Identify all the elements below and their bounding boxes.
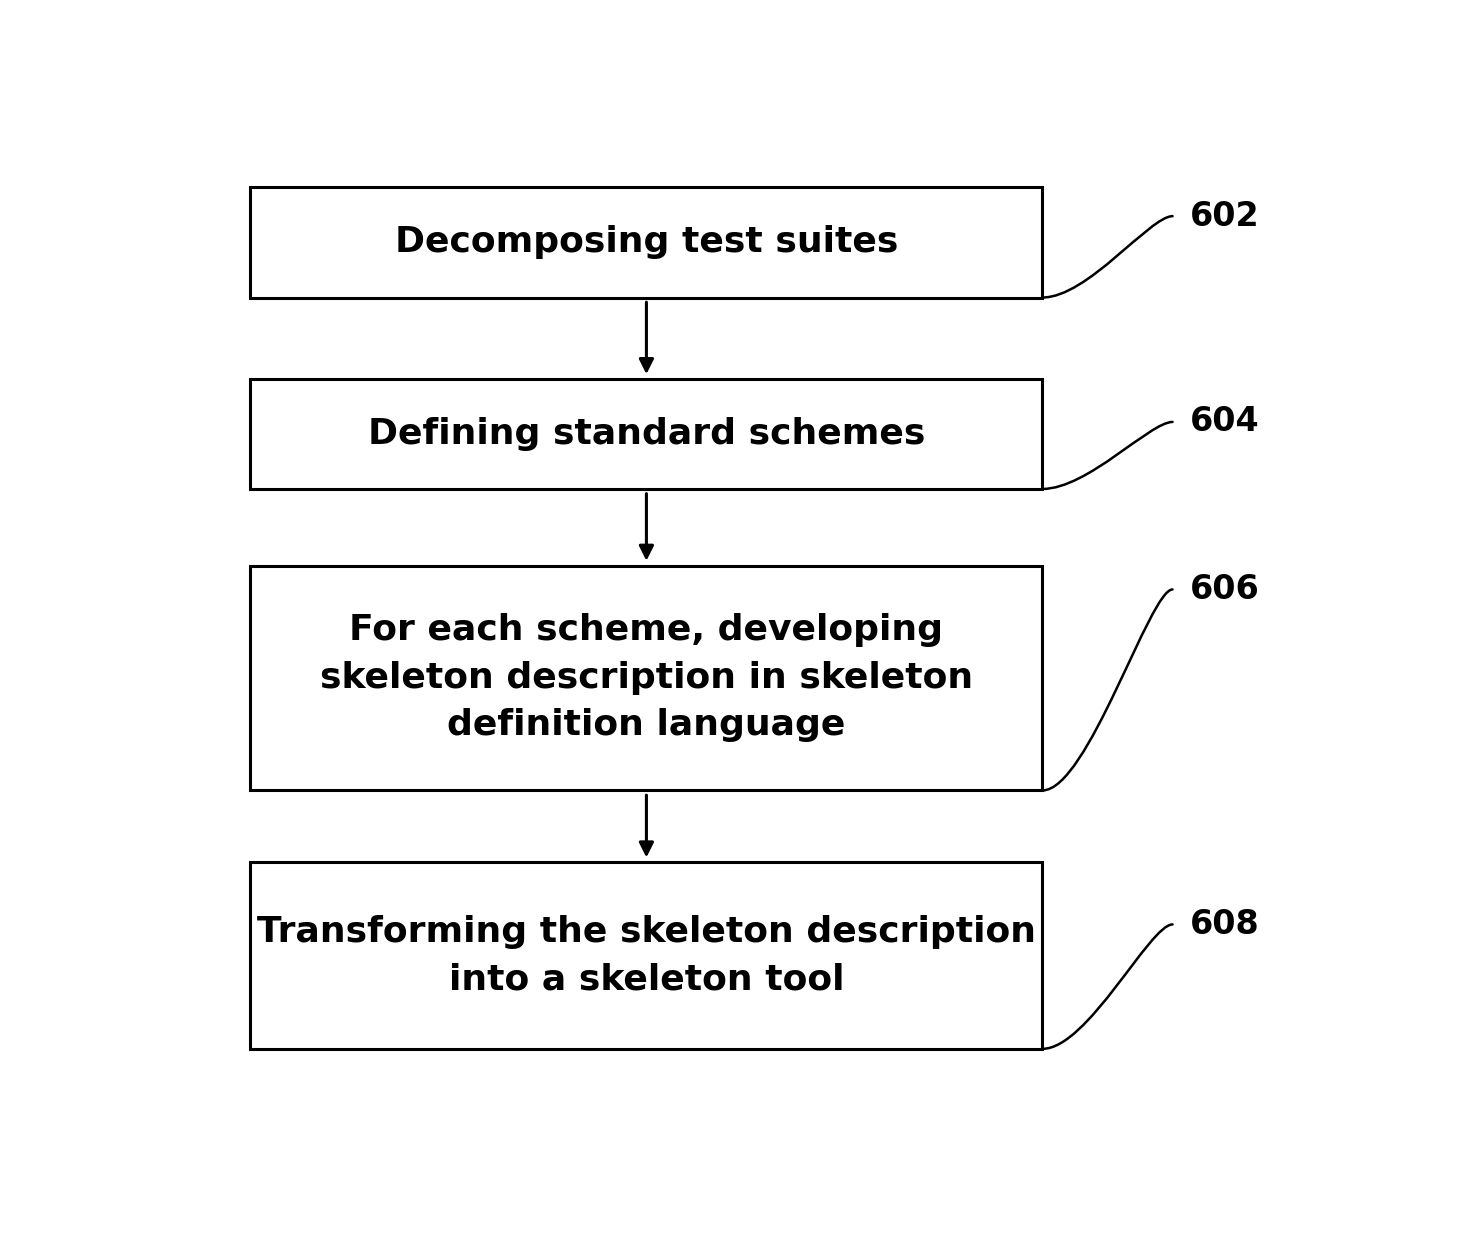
Text: Decomposing test suites: Decomposing test suites bbox=[394, 225, 898, 260]
Text: Defining standard schemes: Defining standard schemes bbox=[368, 416, 926, 451]
Text: 608: 608 bbox=[1190, 907, 1260, 941]
Text: 602: 602 bbox=[1190, 200, 1259, 232]
Bar bbox=[251, 188, 1042, 297]
Bar bbox=[251, 379, 1042, 488]
Bar bbox=[251, 566, 1042, 791]
Text: Transforming the skeleton description
into a skeleton tool: Transforming the skeleton description in… bbox=[257, 915, 1037, 997]
Bar bbox=[251, 863, 1042, 1049]
Text: 606: 606 bbox=[1190, 573, 1260, 605]
Text: For each scheme, developing
skeleton description in skeleton
definition language: For each scheme, developing skeleton des… bbox=[320, 614, 972, 742]
Text: 604: 604 bbox=[1190, 405, 1259, 439]
